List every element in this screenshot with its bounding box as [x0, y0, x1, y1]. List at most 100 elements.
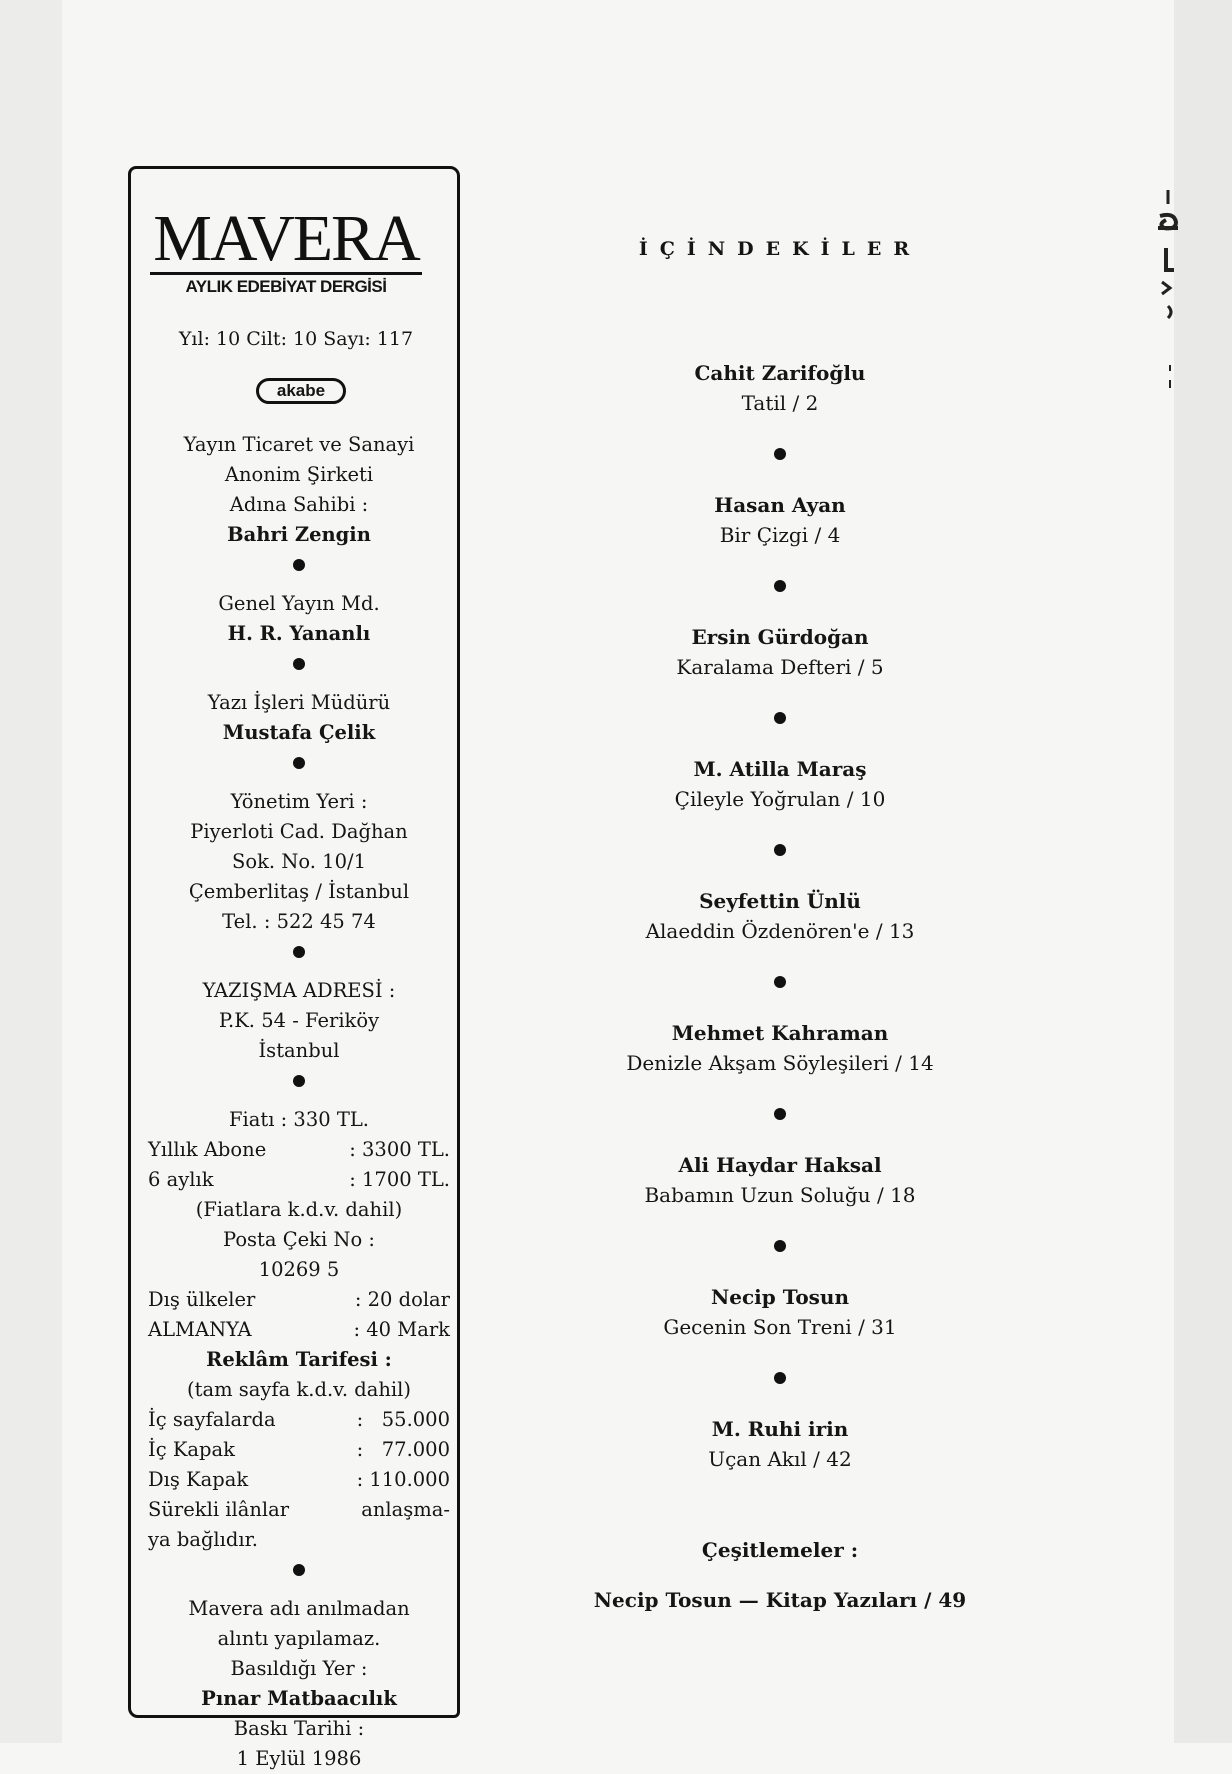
separator-bullet: [560, 1210, 1000, 1282]
margin-handwriting: [1158, 190, 1179, 388]
colophon-row: ya bağlıdır.: [148, 1525, 450, 1555]
magazine-title: MAVERA: [153, 202, 421, 275]
colophon-line: H. R. Yananlı: [227, 622, 371, 645]
entry-title-page: Karalama Defteri / 5: [676, 655, 884, 679]
colophon-line: Basıldığı Yer :: [230, 1657, 368, 1680]
separator-bullet: [560, 418, 1000, 490]
separator-bullet: [148, 946, 450, 976]
entry-title-page: Tatil / 2: [741, 391, 819, 415]
colophon-line: Yayın Ticaret ve Sanayi: [183, 433, 415, 456]
row-value: : 55.000: [356, 1408, 450, 1431]
bullet-icon: [774, 1372, 786, 1384]
row-value: : 3300 TL.: [349, 1138, 450, 1161]
contents-entry: Mehmet Kahraman Denizle Akşam Söyleşileri…: [560, 1018, 1000, 1078]
row-label: İç Kapak: [148, 1438, 235, 1461]
separator-bullet: [560, 1078, 1000, 1150]
magazine-subtitle: AYLIK EDEBİYAT DERGİSİ: [185, 277, 387, 296]
separator-bullet: [560, 814, 1000, 886]
colophon-row: ALMANYA: 40 Mark: [148, 1315, 450, 1345]
row-label: ya bağlıdır.: [148, 1528, 259, 1551]
colophon-row: Dış Kapak : 110.000: [148, 1465, 450, 1495]
contents-list: Cahit Zarifoğlu Tatil / 2 Hasan Ayan Bir Çi…: [560, 358, 1000, 1474]
bullet-icon: [293, 658, 305, 670]
colophon-line: Anonim Şirketi: [224, 463, 374, 486]
row-label: Sürekli ilânlar: [148, 1498, 290, 1521]
colophon-line: Genel Yayın Md.: [218, 592, 380, 615]
miscellany-label: Çeşitlemeler :: [701, 1538, 859, 1562]
miscellany-section: Çeşitlemeler : Necip Tosun — Kitap Yazıl…: [540, 1535, 1020, 1615]
colophon-line: Pınar Matbaacılık: [201, 1687, 397, 1710]
colophon-row: İç sayfalarda: 55.000: [148, 1405, 450, 1435]
contents-entry: Necip Tosun Gecenin Son Treni / 31: [560, 1282, 1000, 1342]
page-margin-right: [1174, 0, 1232, 1743]
row-value: anlaşma-: [361, 1498, 450, 1521]
bullet-icon: [293, 559, 305, 571]
row-value: : 40 Mark: [353, 1318, 450, 1341]
issue-info: Yıl: 10 Cilt: 10 Sayı: 117: [178, 328, 414, 350]
colophon-line: Tel. : 522 45 74: [222, 910, 376, 933]
row-label: Dış ülkeler: [148, 1288, 256, 1311]
separator-bullet: [560, 682, 1000, 754]
colophon-line: Adına Sahibi :: [229, 493, 369, 516]
separator-bullet: [148, 658, 450, 688]
miscellany-entry: Necip Tosun — Kitap Yazıları / 49: [593, 1588, 967, 1612]
bullet-icon: [774, 712, 786, 724]
bullet-icon: [774, 1240, 786, 1252]
entry-title-page: Denizle Akşam Söyleşileri / 14: [626, 1051, 934, 1075]
colophon-line: Posta Çeki No :: [222, 1228, 376, 1251]
colophon-row: Sürekli ilânlar anlaşma-: [148, 1495, 450, 1525]
colophon-line: P.K. 54 - Feriköy: [218, 1009, 380, 1032]
colophon-line: Mavera adı anılmadan: [188, 1597, 410, 1620]
colophon-line: 1 Eylül 1986: [236, 1747, 362, 1770]
colophon-line: Piyerloti Cad. Dağhan: [190, 820, 408, 843]
separator-bullet: [148, 757, 450, 787]
page-margin-left: [0, 0, 62, 1743]
separator-bullet: [560, 1342, 1000, 1414]
colophon-line: Baskı Tarihi :: [233, 1717, 365, 1740]
entry-author: Ersin Gürdoğan: [691, 625, 869, 649]
entry-title-page: Gecenin Son Treni / 31: [663, 1315, 897, 1339]
contents-heading: İÇİNDEKİLER: [638, 238, 922, 260]
contents-entry: Hasan Ayan Bir Çizgi / 4: [560, 490, 1000, 550]
contents-entry: M. Atilla Maraş Çileyle Yoğrulan / 10: [560, 754, 1000, 814]
colophon-row: 6 aylık: 1700 TL.: [148, 1165, 450, 1195]
colophon-line: 10269 5: [258, 1258, 340, 1281]
contents-entry: Ersin Gürdoğan Karalama Defteri / 5: [560, 622, 1000, 682]
colophon-frame: [128, 166, 460, 1718]
separator-bullet: [148, 559, 450, 589]
entry-author: M. Atilla Maraş: [693, 757, 867, 781]
row-value: : 110.000: [356, 1468, 450, 1491]
row-label: Dış Kapak: [148, 1468, 249, 1491]
entry-title-page: Uçan Akıl / 42: [708, 1447, 852, 1471]
colophon-line: YAZIŞMA ADRESİ :: [202, 979, 396, 1002]
row-value: : 20 dolar: [354, 1288, 450, 1311]
separator-bullet: [148, 1564, 450, 1594]
colophon-line: Yazı İşleri Müdürü: [207, 691, 391, 714]
colophon-row: Dış ülkeler : 20 dolar: [148, 1285, 450, 1315]
bullet-icon: [774, 1108, 786, 1120]
colophon-line: Reklâm Tarifesi :: [206, 1348, 392, 1371]
colophon-line: Yönetim Yeri :: [230, 790, 368, 813]
contents-entry: Ali Haydar Haksal Babamın Uzun Soluğu / 1…: [560, 1150, 1000, 1210]
row-label: 6 aylık: [148, 1168, 214, 1191]
contents-entry: M. Ruhi irin Uçan Akıl / 42: [560, 1414, 1000, 1474]
bullet-icon: [774, 580, 786, 592]
contents-entry: Seyfettin Ünlü Alaeddin Özdenören'e / 13: [560, 886, 1000, 946]
entry-author: Ali Haydar Haksal: [678, 1153, 882, 1177]
bullet-icon: [293, 946, 305, 958]
bullet-icon: [293, 1564, 305, 1576]
colophon-line: Fiatı : 330 TL.: [228, 1108, 369, 1131]
colophon-row: Yıllık Abone: 3300 TL.: [148, 1135, 450, 1165]
entry-author: Hasan Ayan: [714, 493, 846, 517]
contents-entry: Cahit Zarifoğlu Tatil / 2: [560, 358, 1000, 418]
colophon-line: (tam sayfa k.d.v. dahil): [187, 1378, 411, 1401]
separator-bullet: [560, 550, 1000, 622]
bullet-icon: [774, 976, 786, 988]
entry-author: Seyfettin Ünlü: [699, 889, 861, 913]
colophon: Yayın Ticaret ve Sanayi Anonim Şirketi Adı…: [148, 430, 450, 1774]
colophon-line: Mustafa Çelik: [222, 721, 376, 744]
colophon-line: (Fiatlara k.d.v. dahil): [195, 1198, 403, 1221]
colophon-line: Bahri Zengin: [227, 523, 371, 546]
entry-author: M. Ruhi irin: [711, 1417, 849, 1441]
colophon-row: İç Kapak: 77.000: [148, 1435, 450, 1465]
